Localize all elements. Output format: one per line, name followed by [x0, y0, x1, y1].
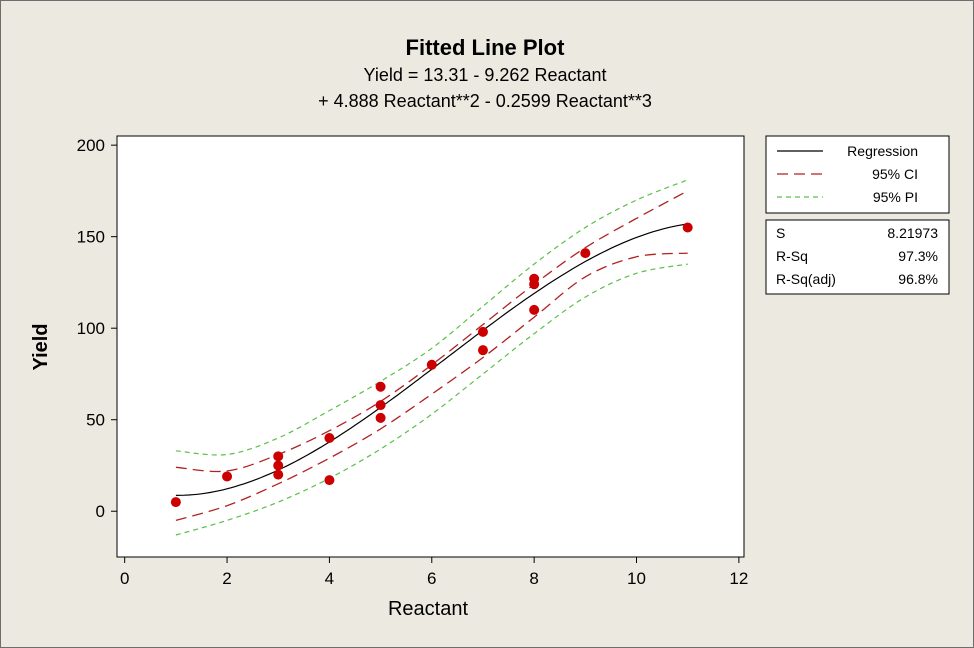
data-point	[375, 400, 386, 411]
data-point	[324, 433, 335, 444]
data-point	[529, 279, 540, 290]
y-tick-label: 0	[96, 502, 105, 521]
data-point	[324, 475, 335, 486]
x-axis-label: Reactant	[388, 598, 468, 620]
y-tick-label: 100	[77, 319, 105, 338]
ci-upper-line	[175, 190, 689, 473]
x-tick-label: 10	[627, 569, 646, 588]
chart-title: Fitted Line Plot	[406, 35, 566, 60]
data-point	[375, 381, 386, 392]
stat-value: 97.3%	[898, 248, 938, 264]
stat-value: 8.21973	[887, 225, 938, 241]
x-axis: 0 2 4 6 8 10 12	[120, 557, 748, 588]
plot-area	[116, 135, 745, 558]
data-point	[170, 497, 181, 508]
legend-label: Regression	[847, 143, 918, 159]
legend-label: 95% PI	[873, 189, 918, 205]
data-point	[273, 451, 284, 462]
stats-table: S 8.21973 R-Sq 97.3% R-Sq(adj) 96.8%	[765, 219, 950, 295]
data-point	[273, 460, 284, 471]
data-point	[477, 326, 488, 337]
x-tick-label: 4	[325, 569, 334, 588]
legend: Regression 95% CI 95% PI	[765, 135, 950, 214]
stat-label: R-Sq(adj)	[776, 271, 836, 287]
confidence-bands	[175, 179, 689, 536]
equation-line-1: Yield = 13.31 - 9.262 Reactant	[364, 65, 607, 85]
stats-box	[765, 219, 950, 295]
pi-lower-line	[175, 263, 688, 536]
y-axis: 0 50 100 150 200	[77, 136, 117, 521]
y-tick-label: 150	[77, 228, 105, 247]
x-tick-label: 8	[529, 569, 538, 588]
data-point	[222, 471, 233, 482]
pi-upper-line	[175, 179, 688, 456]
data-points	[170, 222, 693, 508]
y-tick-label: 200	[77, 136, 105, 155]
legend-label: 95% CI	[872, 166, 918, 182]
data-point	[477, 345, 488, 356]
x-tick-label: 0	[120, 569, 129, 588]
stat-label: R-Sq	[776, 248, 808, 264]
data-point	[682, 222, 693, 233]
equation-line-2: + 4.888 Reactant**2 - 0.2599 Reactant**3	[318, 91, 652, 111]
ci-lower-line	[175, 252, 688, 522]
x-tick-label: 12	[729, 569, 748, 588]
y-axis-label: Yield	[30, 323, 52, 370]
data-point	[375, 412, 386, 423]
x-tick-label: 2	[222, 569, 231, 588]
y-tick-label: 50	[86, 411, 105, 430]
stat-value: 96.8%	[898, 271, 938, 287]
stat-label: S	[776, 225, 785, 241]
data-point	[529, 304, 540, 315]
data-point	[273, 469, 284, 480]
data-point	[580, 248, 591, 259]
data-point	[426, 359, 437, 370]
x-tick-label: 6	[427, 569, 436, 588]
